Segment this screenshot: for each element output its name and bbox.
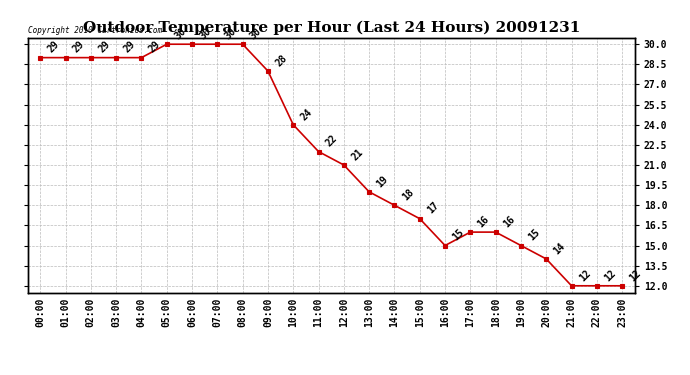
Text: 17: 17 [425, 201, 441, 216]
Text: 12: 12 [628, 268, 643, 283]
Text: 12: 12 [602, 268, 618, 283]
Text: 16: 16 [501, 214, 517, 230]
Text: Copyright 2010 Cartronics.com: Copyright 2010 Cartronics.com [28, 26, 161, 35]
Text: 29: 29 [71, 39, 86, 55]
Text: 30: 30 [197, 26, 213, 41]
Text: 19: 19 [375, 174, 390, 189]
Text: 14: 14 [552, 241, 567, 256]
Title: Outdoor Temperature per Hour (Last 24 Hours) 20091231: Outdoor Temperature per Hour (Last 24 Ho… [83, 21, 580, 35]
Text: 16: 16 [476, 214, 491, 230]
Text: 18: 18 [400, 187, 415, 202]
Text: 30: 30 [172, 26, 188, 41]
Text: 22: 22 [324, 134, 339, 149]
Text: 28: 28 [273, 53, 289, 68]
Text: 29: 29 [147, 39, 162, 55]
Text: 29: 29 [97, 39, 112, 55]
Text: 30: 30 [223, 26, 238, 41]
Text: 21: 21 [349, 147, 365, 162]
Text: 15: 15 [451, 227, 466, 243]
Text: 24: 24 [299, 106, 314, 122]
Text: 30: 30 [248, 26, 264, 41]
Text: 29: 29 [121, 39, 137, 55]
Text: 29: 29 [46, 39, 61, 55]
Text: 15: 15 [526, 227, 542, 243]
Text: 12: 12 [577, 268, 593, 283]
